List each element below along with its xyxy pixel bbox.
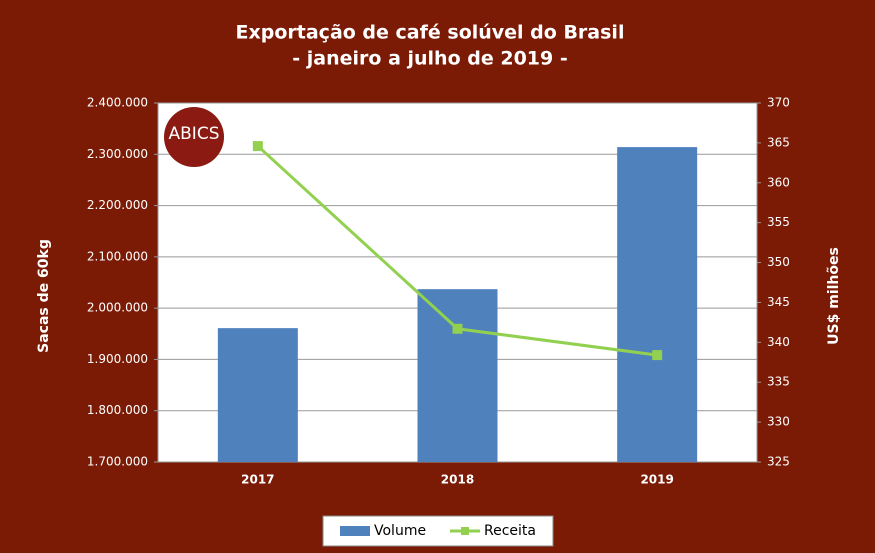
legend-label: Volume: [374, 523, 426, 539]
y-axis-title: Sacas de 60kg: [36, 239, 52, 353]
y-tick-label: 1.700.000: [87, 455, 148, 469]
legend-label: Receita: [484, 523, 536, 539]
y-tick-label: 2.000.000: [87, 301, 148, 315]
chart-title: Exportação de café solúvel do Brasil: [236, 22, 625, 44]
bar: [617, 147, 698, 462]
legend-swatch: [340, 526, 370, 536]
line-marker: [252, 141, 263, 152]
bar: [217, 328, 298, 462]
x-tick-label: 2019: [640, 473, 673, 487]
y2-tick-label: 325: [767, 455, 790, 469]
x-tick-label: 2018: [441, 473, 474, 487]
y2-tick-label: 365: [767, 135, 790, 149]
chart-subtitle: - janeiro a julho de 2019 -: [292, 48, 567, 70]
y2-tick-label: 350: [767, 255, 790, 269]
line-marker: [652, 350, 663, 361]
y2-tick-label: 340: [767, 335, 790, 349]
logo-text: ABICS: [169, 124, 220, 144]
y-tick-label: 2.200.000: [87, 198, 148, 212]
y2-tick-label: 360: [767, 175, 790, 189]
line-marker: [452, 323, 463, 334]
logo-circle: [164, 107, 224, 167]
y2-tick-label: 330: [767, 415, 790, 429]
x-tick-label: 2017: [241, 473, 274, 487]
y-tick-label: 1.800.000: [87, 403, 148, 417]
y2-tick-label: 355: [767, 215, 790, 229]
legend-swatch: [461, 527, 469, 535]
y2-tick-label: 335: [767, 375, 790, 389]
bar: [417, 289, 498, 462]
y-tick-label: 2.100.000: [87, 249, 148, 263]
y2-axis-title: US$ milhões: [826, 247, 842, 345]
y2-tick-label: 370: [767, 96, 790, 110]
y2-tick-label: 345: [767, 295, 790, 309]
y-tick-label: 1.900.000: [87, 352, 148, 366]
y-tick-label: 2.400.000: [87, 96, 148, 110]
y-tick-label: 2.300.000: [87, 147, 148, 161]
